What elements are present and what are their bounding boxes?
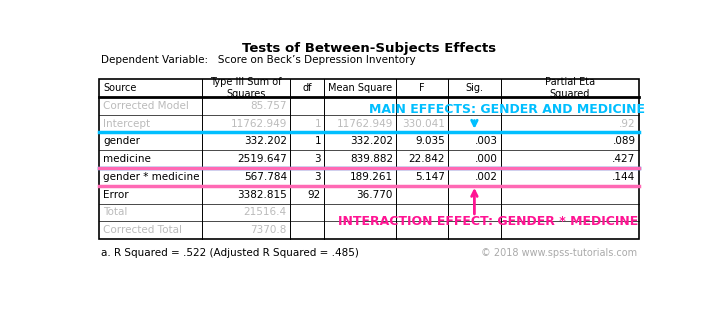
Text: Mean Square: Mean Square [328, 83, 392, 93]
Text: Type III Sum of
Squares: Type III Sum of Squares [210, 77, 282, 99]
Text: Tests of Between-Subjects Effects: Tests of Between-Subjects Effects [242, 42, 496, 55]
Text: 189.261: 189.261 [350, 172, 393, 182]
Text: 21516.4: 21516.4 [244, 207, 287, 217]
Text: INTERACTION EFFECT: GENDER * MEDICINE: INTERACTION EFFECT: GENDER * MEDICINE [338, 215, 639, 228]
Text: F: F [419, 83, 425, 93]
Text: 11762.949: 11762.949 [337, 119, 393, 129]
Text: 9.035: 9.035 [415, 136, 445, 146]
Text: .92: .92 [619, 119, 636, 129]
Text: Intercept: Intercept [103, 119, 150, 129]
Text: 2519.647: 2519.647 [237, 154, 287, 164]
Text: 332.202: 332.202 [244, 136, 287, 146]
Text: Corrected Model: Corrected Model [103, 101, 189, 111]
Text: 567.784: 567.784 [244, 172, 287, 182]
Text: Sig.: Sig. [465, 83, 483, 93]
Text: .003: .003 [474, 136, 498, 146]
Text: Corrected Total: Corrected Total [103, 225, 182, 235]
Text: df: df [302, 83, 312, 93]
Text: 1: 1 [315, 119, 321, 129]
Text: 36.770: 36.770 [356, 190, 393, 200]
Text: 330.041: 330.041 [402, 119, 445, 129]
Text: 332.202: 332.202 [350, 136, 393, 146]
Text: 3: 3 [315, 172, 321, 182]
Text: Dependent Variable:   Score on Beck’s Depression Inventory: Dependent Variable: Score on Beck’s Depr… [101, 55, 415, 65]
Text: gender * medicine: gender * medicine [103, 172, 199, 182]
Text: 92: 92 [307, 190, 321, 200]
Text: .002: .002 [474, 172, 498, 182]
Text: .089: .089 [613, 136, 636, 146]
Text: © 2018 www.spss-tutorials.com: © 2018 www.spss-tutorials.com [481, 248, 637, 258]
Text: 839.882: 839.882 [350, 154, 393, 164]
Text: 22.842: 22.842 [408, 154, 445, 164]
Text: 5.147: 5.147 [415, 172, 445, 182]
Text: Total: Total [103, 207, 127, 217]
Text: 3: 3 [315, 154, 321, 164]
Text: 11762.949: 11762.949 [230, 119, 287, 129]
Text: 85.757: 85.757 [251, 101, 287, 111]
Text: 7370.8: 7370.8 [251, 225, 287, 235]
Text: 3382.815: 3382.815 [237, 190, 287, 200]
Text: Partial Eta
Squared: Partial Eta Squared [544, 77, 595, 99]
Text: medicine: medicine [103, 154, 151, 164]
Text: 1: 1 [315, 136, 321, 146]
Text: .427: .427 [612, 154, 636, 164]
Text: Error: Error [103, 190, 129, 200]
Text: .000: .000 [474, 154, 498, 164]
Text: gender: gender [103, 136, 140, 146]
Text: Source: Source [103, 83, 137, 93]
Text: .144: .144 [612, 172, 636, 182]
Text: MAIN EFFECTS: GENDER AND MEDICINE: MAIN EFFECTS: GENDER AND MEDICINE [369, 104, 645, 116]
Text: a. R Squared = .522 (Adjusted R Squared = .485): a. R Squared = .522 (Adjusted R Squared … [101, 248, 359, 258]
Bar [99, 79, 639, 239]
